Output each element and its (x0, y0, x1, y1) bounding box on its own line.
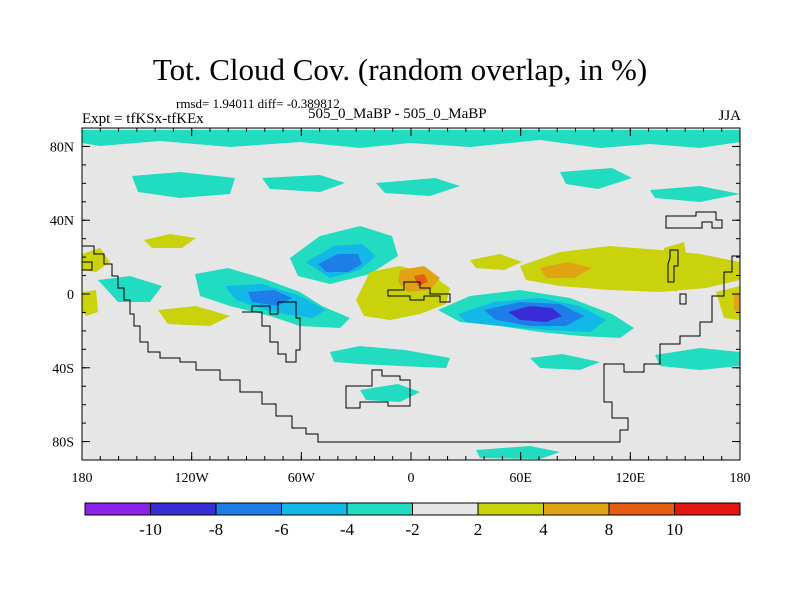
anomaly-blob (655, 348, 740, 370)
coastline (242, 301, 301, 363)
anomaly-blob (540, 262, 592, 278)
lat-tick-label: 80N (50, 140, 74, 155)
colorbar-label: -2 (405, 520, 419, 539)
anomaly-blob (414, 274, 428, 286)
coastline (679, 293, 687, 305)
anomaly-blob (650, 186, 740, 202)
anomaly-blob (476, 446, 560, 459)
anomaly-blob (158, 306, 230, 326)
plot-area (82, 128, 740, 460)
coastline (387, 281, 451, 303)
anomaly-blob (144, 234, 196, 248)
anomaly-blob (376, 178, 460, 196)
experiment-label: Expt = tfKSx-tfKEx (82, 111, 204, 127)
lon-tick-label: 180 (72, 471, 93, 486)
colorbar-label: 2 (474, 520, 483, 539)
anomaly-blob (82, 290, 98, 316)
lat-tick-label: 0 (67, 288, 74, 303)
lon-tick-label: 0 (408, 471, 415, 486)
anomaly-yellow-regions (82, 234, 740, 326)
colorbar-label: -4 (340, 520, 355, 539)
lon-tick-label: 60E (509, 471, 532, 486)
colorbar-label: -6 (274, 520, 288, 539)
coastline (667, 249, 679, 283)
coastline (82, 261, 93, 271)
anomaly-blob (508, 306, 562, 322)
colorbar-swatch (281, 502, 348, 516)
coastline (345, 369, 411, 409)
anomaly-blob (470, 254, 522, 270)
axis-tick-labels: 180 120W 60W 0 60E 120E 180 80N 40N 0 40S 80S (50, 140, 751, 486)
anomaly-blob (530, 354, 600, 370)
colorbar-swatch (150, 502, 217, 516)
lat-tick-label: 40N (50, 214, 74, 229)
colorbar-label: 8 (605, 520, 614, 539)
lat-tick-label: 40S (52, 362, 74, 377)
colorbar-swatch (412, 502, 479, 516)
lon-tick-label: 120E (616, 471, 646, 486)
map-title: Tot. Cloud Cov. (random overlap, in %) (152, 52, 648, 87)
lon-tick-label: 180 (730, 471, 751, 486)
anomaly-blob (262, 175, 345, 192)
anomaly-darkblue-regions (508, 306, 562, 322)
colorbar-swatch (477, 502, 544, 516)
colorbar-label: 4 (539, 520, 548, 539)
lon-tick-label: 60W (288, 471, 316, 486)
anomaly-blob (734, 292, 740, 312)
experiment-difference: 505_0_MaBP - 505_0_MaBP (308, 106, 487, 122)
coastlines (82, 211, 740, 443)
coastline (665, 211, 723, 229)
axis-ticks (81, 127, 741, 461)
coastline (82, 245, 740, 443)
colorbar-swatch (84, 502, 151, 516)
colorbar: -10 -8 -6 -4 -2 2 4 8 10 (84, 502, 741, 539)
lat-tick-label: 80S (52, 436, 74, 451)
lon-tick-label: 120W (175, 471, 210, 486)
colorbar-label: 10 (666, 520, 683, 539)
anomaly-blob (132, 172, 235, 198)
season-label: JJA (718, 108, 741, 124)
anomaly-redorange-regions (414, 274, 428, 286)
colorbar-swatch (674, 502, 741, 516)
anomaly-blob (318, 254, 362, 272)
colorbar-label: -8 (209, 520, 223, 539)
anomaly-blob (82, 130, 740, 148)
anomaly-blob (560, 168, 632, 189)
colorbar-swatch (608, 502, 675, 516)
colorbar-swatch (543, 502, 610, 516)
rmsd-diff-stats: rmsd= 1.94011 diff= -0.389812 (176, 96, 340, 111)
colorbar-swatch (215, 502, 282, 516)
colorbar-label: -10 (139, 520, 162, 539)
anomaly-blob (330, 346, 450, 368)
anomaly-blob (98, 276, 162, 302)
anomaly-blob (360, 384, 420, 402)
colorbar-swatch (346, 502, 413, 516)
